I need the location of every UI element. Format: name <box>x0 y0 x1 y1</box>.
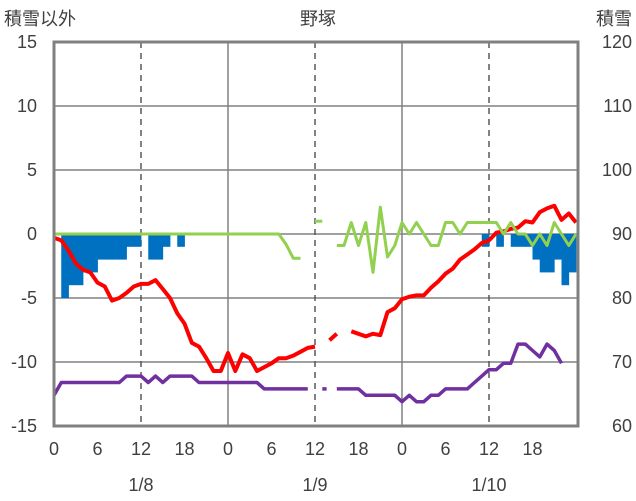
x-tick-label: 0 <box>397 439 407 459</box>
y-left-tick-label: 15 <box>17 32 37 52</box>
plot-frame <box>52 40 580 428</box>
precip-bar <box>177 234 185 247</box>
y-right-tick-label: 80 <box>612 288 632 308</box>
x-tick-label: 6 <box>266 439 276 459</box>
precip-bar <box>104 234 113 260</box>
precip-bar <box>518 234 526 247</box>
right-axis-title: 積雪 <box>596 9 632 30</box>
temperature-line <box>350 203 578 339</box>
precip-bar <box>532 234 541 260</box>
precip-bar <box>133 234 142 247</box>
y-left-tick-label: 10 <box>17 96 37 116</box>
x-tick-label: 18 <box>522 439 542 459</box>
date-label: 1/10 <box>471 475 506 495</box>
y-right-tick-label: 120 <box>602 32 632 52</box>
precip-bar <box>97 234 106 260</box>
y-left-tick-label: -15 <box>11 416 37 436</box>
precip-bar <box>162 234 171 247</box>
y-right-tick-label: 110 <box>603 96 632 116</box>
date-label: 1/9 <box>302 475 327 495</box>
precip-bar <box>119 234 127 260</box>
wind-line <box>336 342 564 404</box>
temperature-line <box>53 235 316 373</box>
y-left-tick-label: 5 <box>27 160 37 180</box>
precip-bar <box>568 234 577 273</box>
precip-bar <box>561 234 570 286</box>
x-tick-label: 18 <box>348 439 368 459</box>
date-label: 1/8 <box>128 475 153 495</box>
chart-title: 野塚 <box>300 9 336 30</box>
date-labels: 1/8 1/9 1/10 <box>128 475 506 495</box>
precip-bar <box>155 234 164 260</box>
precip-bar <box>83 234 91 273</box>
x-tick-label: 12 <box>479 439 499 459</box>
precip-bar <box>61 234 69 298</box>
precip-bars <box>61 234 577 298</box>
x-tick-label: 6 <box>440 439 450 459</box>
left-axis-title: 積雪以外 <box>4 9 76 30</box>
x-tick-label: 0 <box>223 439 233 459</box>
precip-bar <box>510 234 519 247</box>
y-right-tick-label: 100 <box>602 160 632 180</box>
y-left-tick-label: -10 <box>11 352 37 372</box>
y-left-tick-label: 0 <box>27 224 37 244</box>
wind-line <box>52 374 308 397</box>
x-tick-label: 12 <box>305 439 325 459</box>
precip-bar <box>126 234 135 247</box>
snow_change-line <box>54 232 301 260</box>
y-right-tick-label: 90 <box>612 224 632 244</box>
snow_change-line <box>336 205 578 274</box>
temperature-line <box>328 332 339 342</box>
precip-bar <box>148 234 156 260</box>
x-tick-labels: 0 6 12 18 0 6 12 18 0 6 12 18 <box>49 439 543 459</box>
y-left-tick-label: -5 <box>21 288 37 308</box>
precip-bar <box>554 234 562 260</box>
y-right-tick-label: 70 <box>612 352 632 372</box>
x-tick-label: 18 <box>174 439 194 459</box>
y-right-tick-labels: 120 110 100 90 80 70 60 <box>602 32 632 436</box>
x-tick-label: 6 <box>92 439 102 459</box>
y-left-tick-labels: 15 10 5 0 -5 -10 -15 <box>11 32 37 436</box>
precip-bar <box>539 234 548 273</box>
precip-bar <box>112 234 120 260</box>
precip-bar <box>90 234 98 273</box>
x-tick-label: 0 <box>49 439 59 459</box>
series-lines <box>52 203 578 404</box>
x-tick-label: 12 <box>131 439 151 459</box>
precip-bar <box>75 234 84 286</box>
precip-bar <box>547 234 555 273</box>
precip-bar <box>496 234 504 247</box>
y-right-tick-label: 60 <box>612 416 632 436</box>
